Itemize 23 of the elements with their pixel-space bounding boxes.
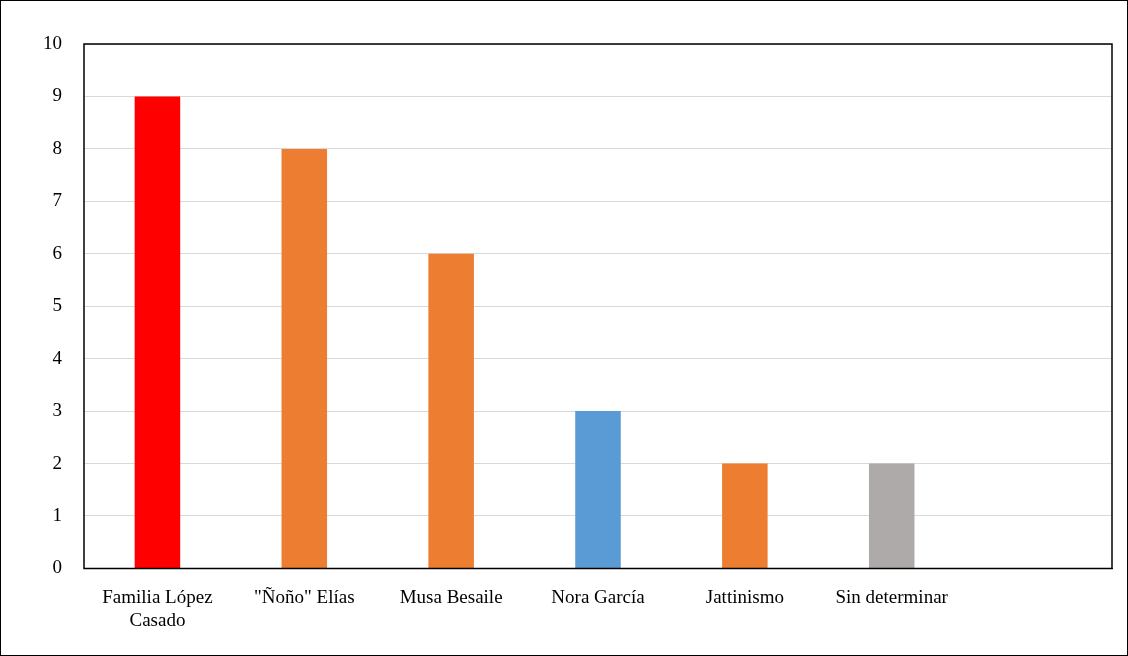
bar [428, 253, 474, 568]
bar [722, 463, 768, 568]
x-tick-label: Musa Besaile [399, 585, 503, 607]
bar [134, 96, 181, 568]
bar [281, 148, 328, 568]
y-tick-label: 9 [52, 84, 62, 106]
x-tick-label: Jattinismo [705, 585, 784, 607]
y-tick-label: 4 [52, 346, 63, 368]
y-tick-label: 8 [52, 136, 62, 158]
y-tick-label: 7 [52, 189, 62, 211]
bar [868, 463, 915, 568]
y-tick-label: 3 [52, 399, 62, 421]
y-tick-label: 0 [52, 556, 62, 578]
x-tick-label: Nora García [551, 585, 646, 607]
y-tick-label: 10 [43, 31, 62, 53]
x-tick-label: Familia López Casado [102, 585, 213, 630]
y-tick-label: 1 [52, 503, 62, 525]
y-tick-label: 5 [52, 294, 62, 316]
x-tick-label: "Ñoño" Elías [254, 585, 355, 607]
y-tick-label: 6 [52, 241, 62, 263]
x-tick-label: Sin determinar [835, 585, 949, 607]
bar [575, 411, 621, 568]
y-tick-label: 2 [52, 451, 62, 473]
